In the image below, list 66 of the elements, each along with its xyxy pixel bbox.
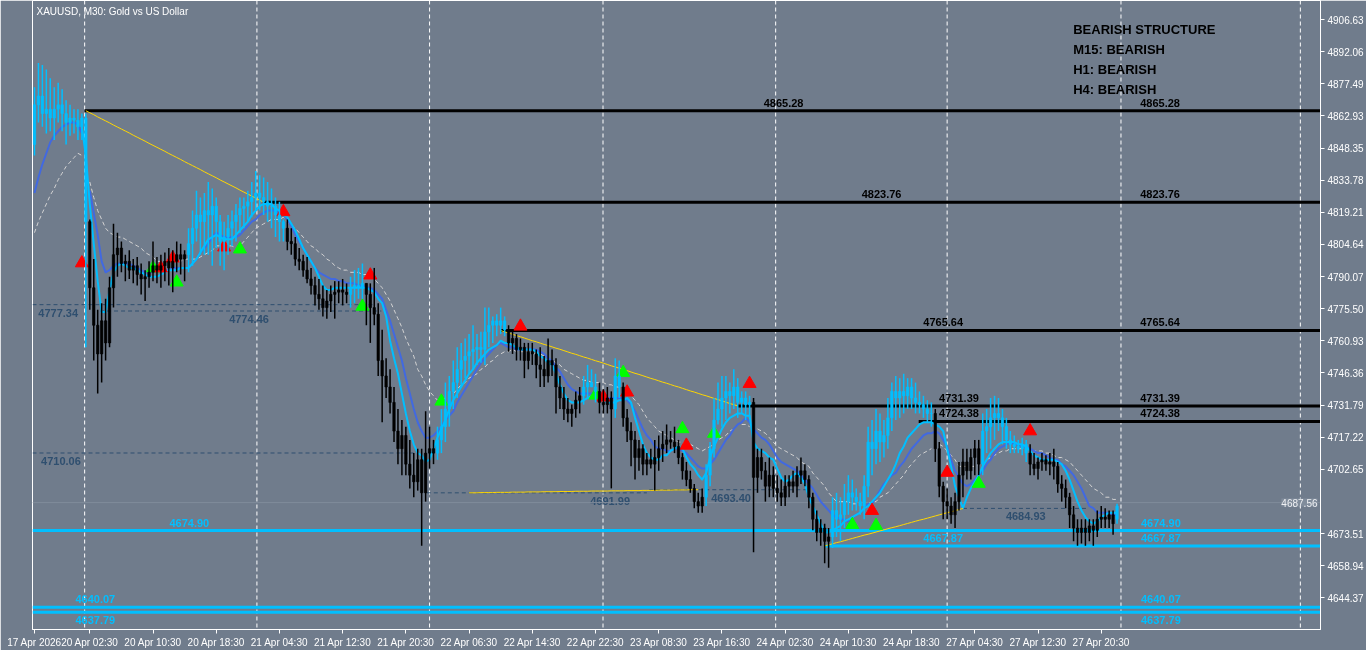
x-tick-label: 20 Apr 02:30 <box>61 636 119 648</box>
y-tick-label: 4790.07 <box>1327 271 1365 283</box>
ref-line-label: 4667.87 <box>923 532 964 545</box>
x-tick-label: 21 Apr 04:30 <box>250 636 308 648</box>
ref-line-label: 4693.40 <box>711 491 751 504</box>
ref-line-label: 4774.46 <box>229 313 269 326</box>
ref-line-label: 4865.28 <box>763 96 804 109</box>
x-tick-label: 24 Apr 18:30 <box>882 636 941 648</box>
x-tick-label: 27 Apr 04:30 <box>946 636 1004 648</box>
y-tick-label: 4760.93 <box>1327 335 1365 347</box>
annotation: H1: BEARISH <box>1073 62 1157 77</box>
x-tick-label: 22 Apr 14:30 <box>503 636 561 648</box>
ref-line-label: 4731.39 <box>939 391 979 404</box>
ref-line-label: 4823.76 <box>861 188 902 201</box>
text: 4865.28 <box>1140 96 1180 109</box>
text: 4724.38 <box>1140 407 1180 420</box>
annotation: M15: BEARISH <box>1073 42 1165 57</box>
x-tick-label: 20 Apr 10:30 <box>124 636 182 648</box>
text: 4823.76 <box>1140 188 1180 201</box>
ref-line-label: 4777.34 <box>38 306 79 319</box>
x-tick-label: 21 Apr 12:30 <box>314 636 372 648</box>
text: 4667.87 <box>1141 532 1181 545</box>
y-tick-label: 4819.21 <box>1327 207 1365 219</box>
x-tick-label: 23 Apr 16:30 <box>693 636 751 648</box>
ref-line-label: 4691.99 <box>590 494 631 507</box>
x-tick-label: 24 Apr 02:30 <box>756 636 814 648</box>
text: 4731.39 <box>1140 391 1180 404</box>
y-tick-label: 4833.78 <box>1327 175 1365 187</box>
text: 4674.90 <box>1141 516 1181 529</box>
y-tick-label: 4877.49 <box>1327 78 1365 90</box>
ref-line-label: 4684.93 <box>1005 510 1046 523</box>
x-tick-label: 24 Apr 10:30 <box>819 636 877 648</box>
x-tick-label: 20 Apr 18:30 <box>187 636 245 648</box>
text: 4637.79 <box>1141 614 1181 627</box>
text: 4640.07 <box>1141 593 1181 606</box>
text: XAUUSD, M30: Gold vs US Dollar <box>36 6 189 17</box>
y-tick-label: 4892.06 <box>1327 46 1365 58</box>
y-tick-label: 4746.36 <box>1327 367 1365 379</box>
y-tick-label: 4848.35 <box>1327 143 1365 155</box>
y-tick-label: 4702.65 <box>1327 464 1365 476</box>
x-tick-label: 21 Apr 20:30 <box>377 636 435 648</box>
ref-line-label: 4765.64 <box>923 316 964 329</box>
ref-line-label: 4724.38 <box>939 407 979 420</box>
ref-line-label: 4687.56 <box>1281 497 1318 509</box>
x-tick-label: 27 Apr 12:30 <box>1009 636 1067 648</box>
y-tick-label: 4673.51 <box>1327 528 1365 540</box>
ref-line-label: 4710.06 <box>41 454 81 467</box>
ref-line-label: 4640.07 <box>75 593 116 606</box>
annotation: BEARISH STRUCTURE <box>1073 22 1216 37</box>
text: 4765.64 <box>1140 316 1180 329</box>
ref-line-label: 4637.79 <box>75 614 116 627</box>
y-tick-label: 4906.63 <box>1327 14 1365 26</box>
y-tick-label: 4644.37 <box>1327 592 1365 604</box>
x-tick-label: 27 Apr 20:30 <box>1072 636 1130 648</box>
annotation: H4: BEARISH <box>1073 82 1157 97</box>
x-tick-label: 17 Apr 2026 <box>7 636 62 648</box>
ref-line-label: 4674.90 <box>169 516 210 529</box>
y-tick-label: 4862.93 <box>1327 110 1365 122</box>
y-tick-label: 4717.22 <box>1327 432 1365 444</box>
y-tick-label: 4658.94 <box>1327 560 1365 572</box>
x-tick-label: 23 Apr 08:30 <box>630 636 688 648</box>
x-tick-label: 22 Apr 06:30 <box>440 636 498 648</box>
y-tick-label: 4804.64 <box>1327 239 1365 251</box>
y-tick-label: 4731.79 <box>1327 400 1365 412</box>
y-tick-label: 4775.50 <box>1327 303 1365 315</box>
x-tick-label: 22 Apr 22:30 <box>566 636 625 648</box>
